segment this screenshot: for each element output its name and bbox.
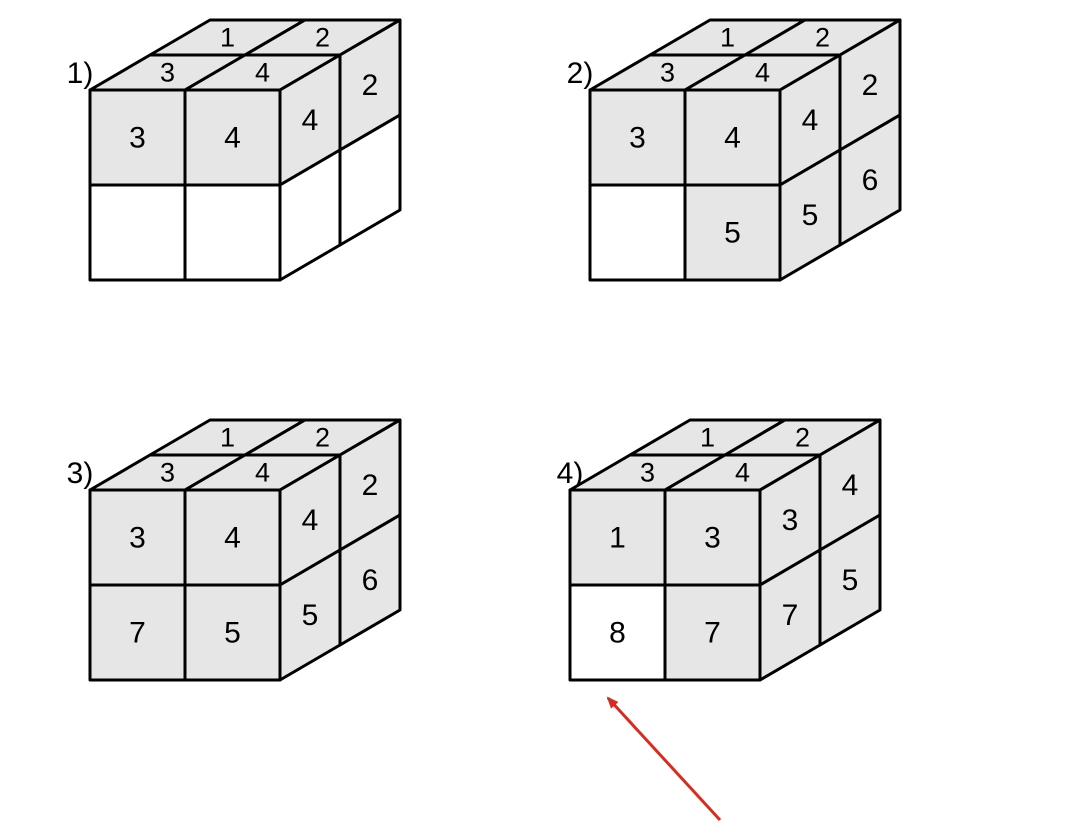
panel-title: 2) [567, 57, 594, 90]
side-cell-label: 6 [862, 164, 879, 197]
front-cell [90, 185, 185, 280]
side-cell-label: 3 [782, 504, 799, 537]
front-cell-label: 5 [224, 616, 241, 649]
front-cell-label: 4 [724, 121, 741, 154]
top-cell-label: 1 [220, 23, 235, 53]
top-cell-label: 3 [660, 58, 675, 88]
panel-p4: 4)123443571387 [557, 420, 880, 680]
side-cell-label: 5 [802, 199, 819, 232]
front-cell-label: 4 [224, 521, 241, 554]
front-cell [185, 185, 280, 280]
top-cell-label: 2 [315, 423, 330, 453]
panel-title: 3) [67, 457, 94, 490]
side-cell-label: 5 [842, 564, 859, 597]
top-cell-label: 3 [160, 58, 175, 88]
side-cell-label: 2 [362, 69, 379, 102]
front-cell-label: 3 [129, 521, 146, 554]
top-cell-label: 4 [255, 58, 270, 88]
side-cell-label: 6 [362, 564, 379, 597]
side-cell-label: 2 [362, 469, 379, 502]
top-cell-label: 3 [640, 458, 655, 488]
side-cell-label: 2 [862, 69, 879, 102]
top-cell-label: 1 [220, 423, 235, 453]
top-cell-label: 2 [815, 23, 830, 53]
panel-p1: 1) 1 2 3 4 2 4 3 4 [67, 20, 400, 280]
side-cell-label: 4 [842, 469, 859, 502]
front-cell [590, 185, 685, 280]
front-cell-label: 3 [129, 121, 146, 154]
front-cell-label: 3 [629, 121, 646, 154]
top-cell-label: 4 [255, 458, 270, 488]
front-cell-label: 8 [609, 616, 626, 649]
front-cell-label: 7 [704, 616, 721, 649]
side-cell-label: 4 [802, 104, 819, 137]
top-cell-label: 1 [700, 423, 715, 453]
front-cell-label: 3 [704, 521, 721, 554]
front-cell-label: 5 [724, 216, 741, 249]
top-cell-label: 4 [735, 458, 750, 488]
pointer-arrow [608, 698, 720, 820]
top-cell-label: 4 [755, 58, 770, 88]
panel-title: 1) [67, 57, 94, 90]
top-cell-label: 1 [720, 23, 735, 53]
side-cell-label: 7 [782, 599, 799, 632]
panel-p2: 2) 1 2 3 4 2 4 6 5 3 4 5 [567, 20, 900, 280]
top-cell-label: 3 [160, 458, 175, 488]
side-cell-label: 4 [302, 504, 319, 537]
panel-p3: 3) 1 2 3 4 2 4 6 5 3 4 7 5 [67, 420, 400, 680]
side-cell-label: 4 [302, 104, 319, 137]
side-cell-label: 5 [302, 599, 319, 632]
diagram-canvas: 1)123424342)123424653453)1234246534754)1… [0, 0, 1078, 840]
top-cell-label: 2 [315, 23, 330, 53]
top-cell-label: 2 [795, 423, 810, 453]
front-cell-label: 1 [609, 521, 626, 554]
front-cell-label: 7 [129, 616, 146, 649]
front-cell-label: 4 [224, 121, 241, 154]
